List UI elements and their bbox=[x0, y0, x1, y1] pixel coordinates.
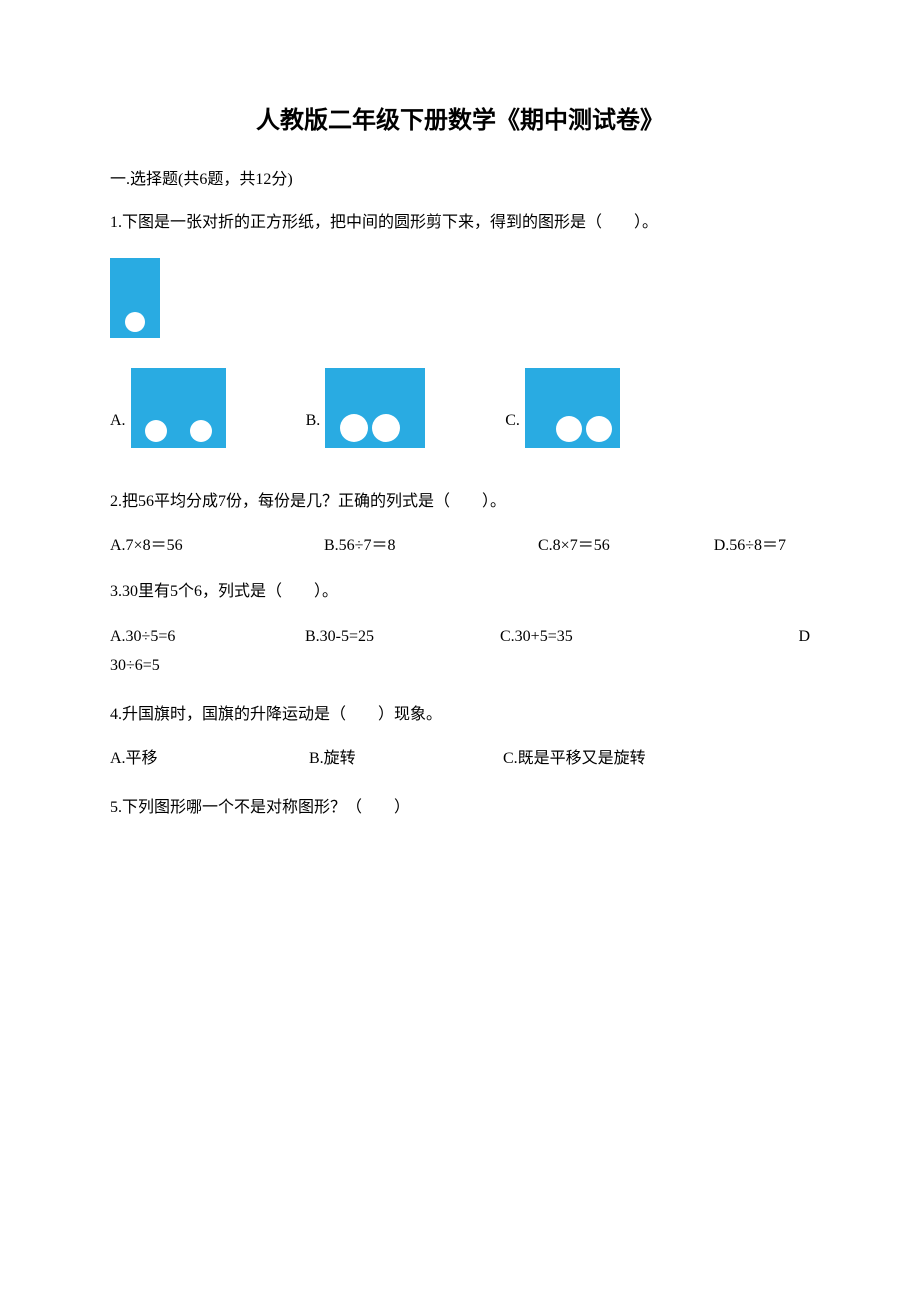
q2-option-a: A.7×8＝56 bbox=[110, 533, 320, 559]
question-2: 2.把56平均分成7份，每份是几？正确的列式是（ ）。 A.7×8＝56 B.5… bbox=[110, 488, 810, 558]
q1-option-a-label: A. bbox=[110, 407, 126, 448]
q3-option-a: A.30÷5=6 bbox=[110, 623, 305, 652]
circle-icon bbox=[556, 416, 582, 442]
page-title: 人教版二年级下册数学《期中测试卷》 bbox=[110, 100, 810, 135]
q1-option-c-label: C. bbox=[505, 407, 520, 448]
q1-figure-c bbox=[525, 368, 620, 448]
q3-option-d-prefix: D bbox=[710, 623, 810, 652]
question-5: 5.下列图形哪一个不是对称图形？（ ） bbox=[110, 794, 810, 823]
circle-icon bbox=[190, 420, 212, 442]
q4-option-b: B.旋转 bbox=[309, 745, 499, 774]
question-3-text: 3.30里有5个6，列式是（ ）。 bbox=[110, 578, 810, 607]
q2-option-c: C.8×7＝56 bbox=[538, 533, 610, 559]
question-5-text: 5.下列图形哪一个不是对称图形？（ ） bbox=[110, 794, 810, 823]
q4-option-c: C.既是平移又是旋转 bbox=[503, 745, 646, 774]
circle-icon bbox=[340, 414, 368, 442]
q1-option-a: A. bbox=[110, 368, 226, 448]
paper-circle bbox=[125, 312, 145, 332]
question-2-text: 2.把56平均分成7份，每份是几？正确的列式是（ ）。 bbox=[110, 488, 810, 517]
question-1-options: A. B. C. bbox=[110, 368, 810, 448]
q3-option-b: B.30-5=25 bbox=[305, 623, 500, 652]
folded-paper-figure bbox=[110, 258, 160, 338]
question-3: 3.30里有5个6，列式是（ ）。 A.30÷5=6 B.30-5=25 C.3… bbox=[110, 578, 810, 680]
circle-icon bbox=[372, 414, 400, 442]
q1-option-b: B. bbox=[306, 368, 426, 448]
q2-option-b: B.56÷7＝8 bbox=[324, 533, 534, 559]
q3-option-d-rest: 30÷6=5 bbox=[110, 652, 160, 681]
section-header: 一.选择题(共6题，共12分) bbox=[110, 165, 810, 189]
q1-figure-a bbox=[131, 368, 226, 448]
question-4-options: A.平移 B.旋转 C.既是平移又是旋转 bbox=[110, 745, 810, 774]
q3-option-c: C.30+5=35 bbox=[500, 623, 710, 652]
circle-icon bbox=[145, 420, 167, 442]
question-3-options: A.30÷5=6 B.30-5=25 C.30+5=35 D 30÷6=5 bbox=[110, 623, 810, 681]
q1-option-c: C. bbox=[505, 368, 620, 448]
question-1-text: 1.下图是一张对折的正方形纸，把中间的圆形剪下来，得到的图形是（ ）。 bbox=[110, 209, 810, 238]
q1-figure-b bbox=[325, 368, 425, 448]
q2-option-d: D.56÷8＝7 bbox=[714, 533, 786, 559]
question-1: 1.下图是一张对折的正方形纸，把中间的圆形剪下来，得到的图形是（ ）。 A. B… bbox=[110, 209, 810, 448]
circle-icon bbox=[586, 416, 612, 442]
question-4-text: 4.升国旗时，国旗的升降运动是（ ）现象。 bbox=[110, 701, 810, 730]
q4-option-a: A.平移 bbox=[110, 745, 305, 774]
question-4: 4.升国旗时，国旗的升降运动是（ ）现象。 A.平移 B.旋转 C.既是平移又是… bbox=[110, 701, 810, 775]
q1-option-b-label: B. bbox=[306, 407, 321, 448]
question-2-options: A.7×8＝56 B.56÷7＝8 C.8×7＝56 D.56÷8＝7 bbox=[110, 533, 810, 559]
